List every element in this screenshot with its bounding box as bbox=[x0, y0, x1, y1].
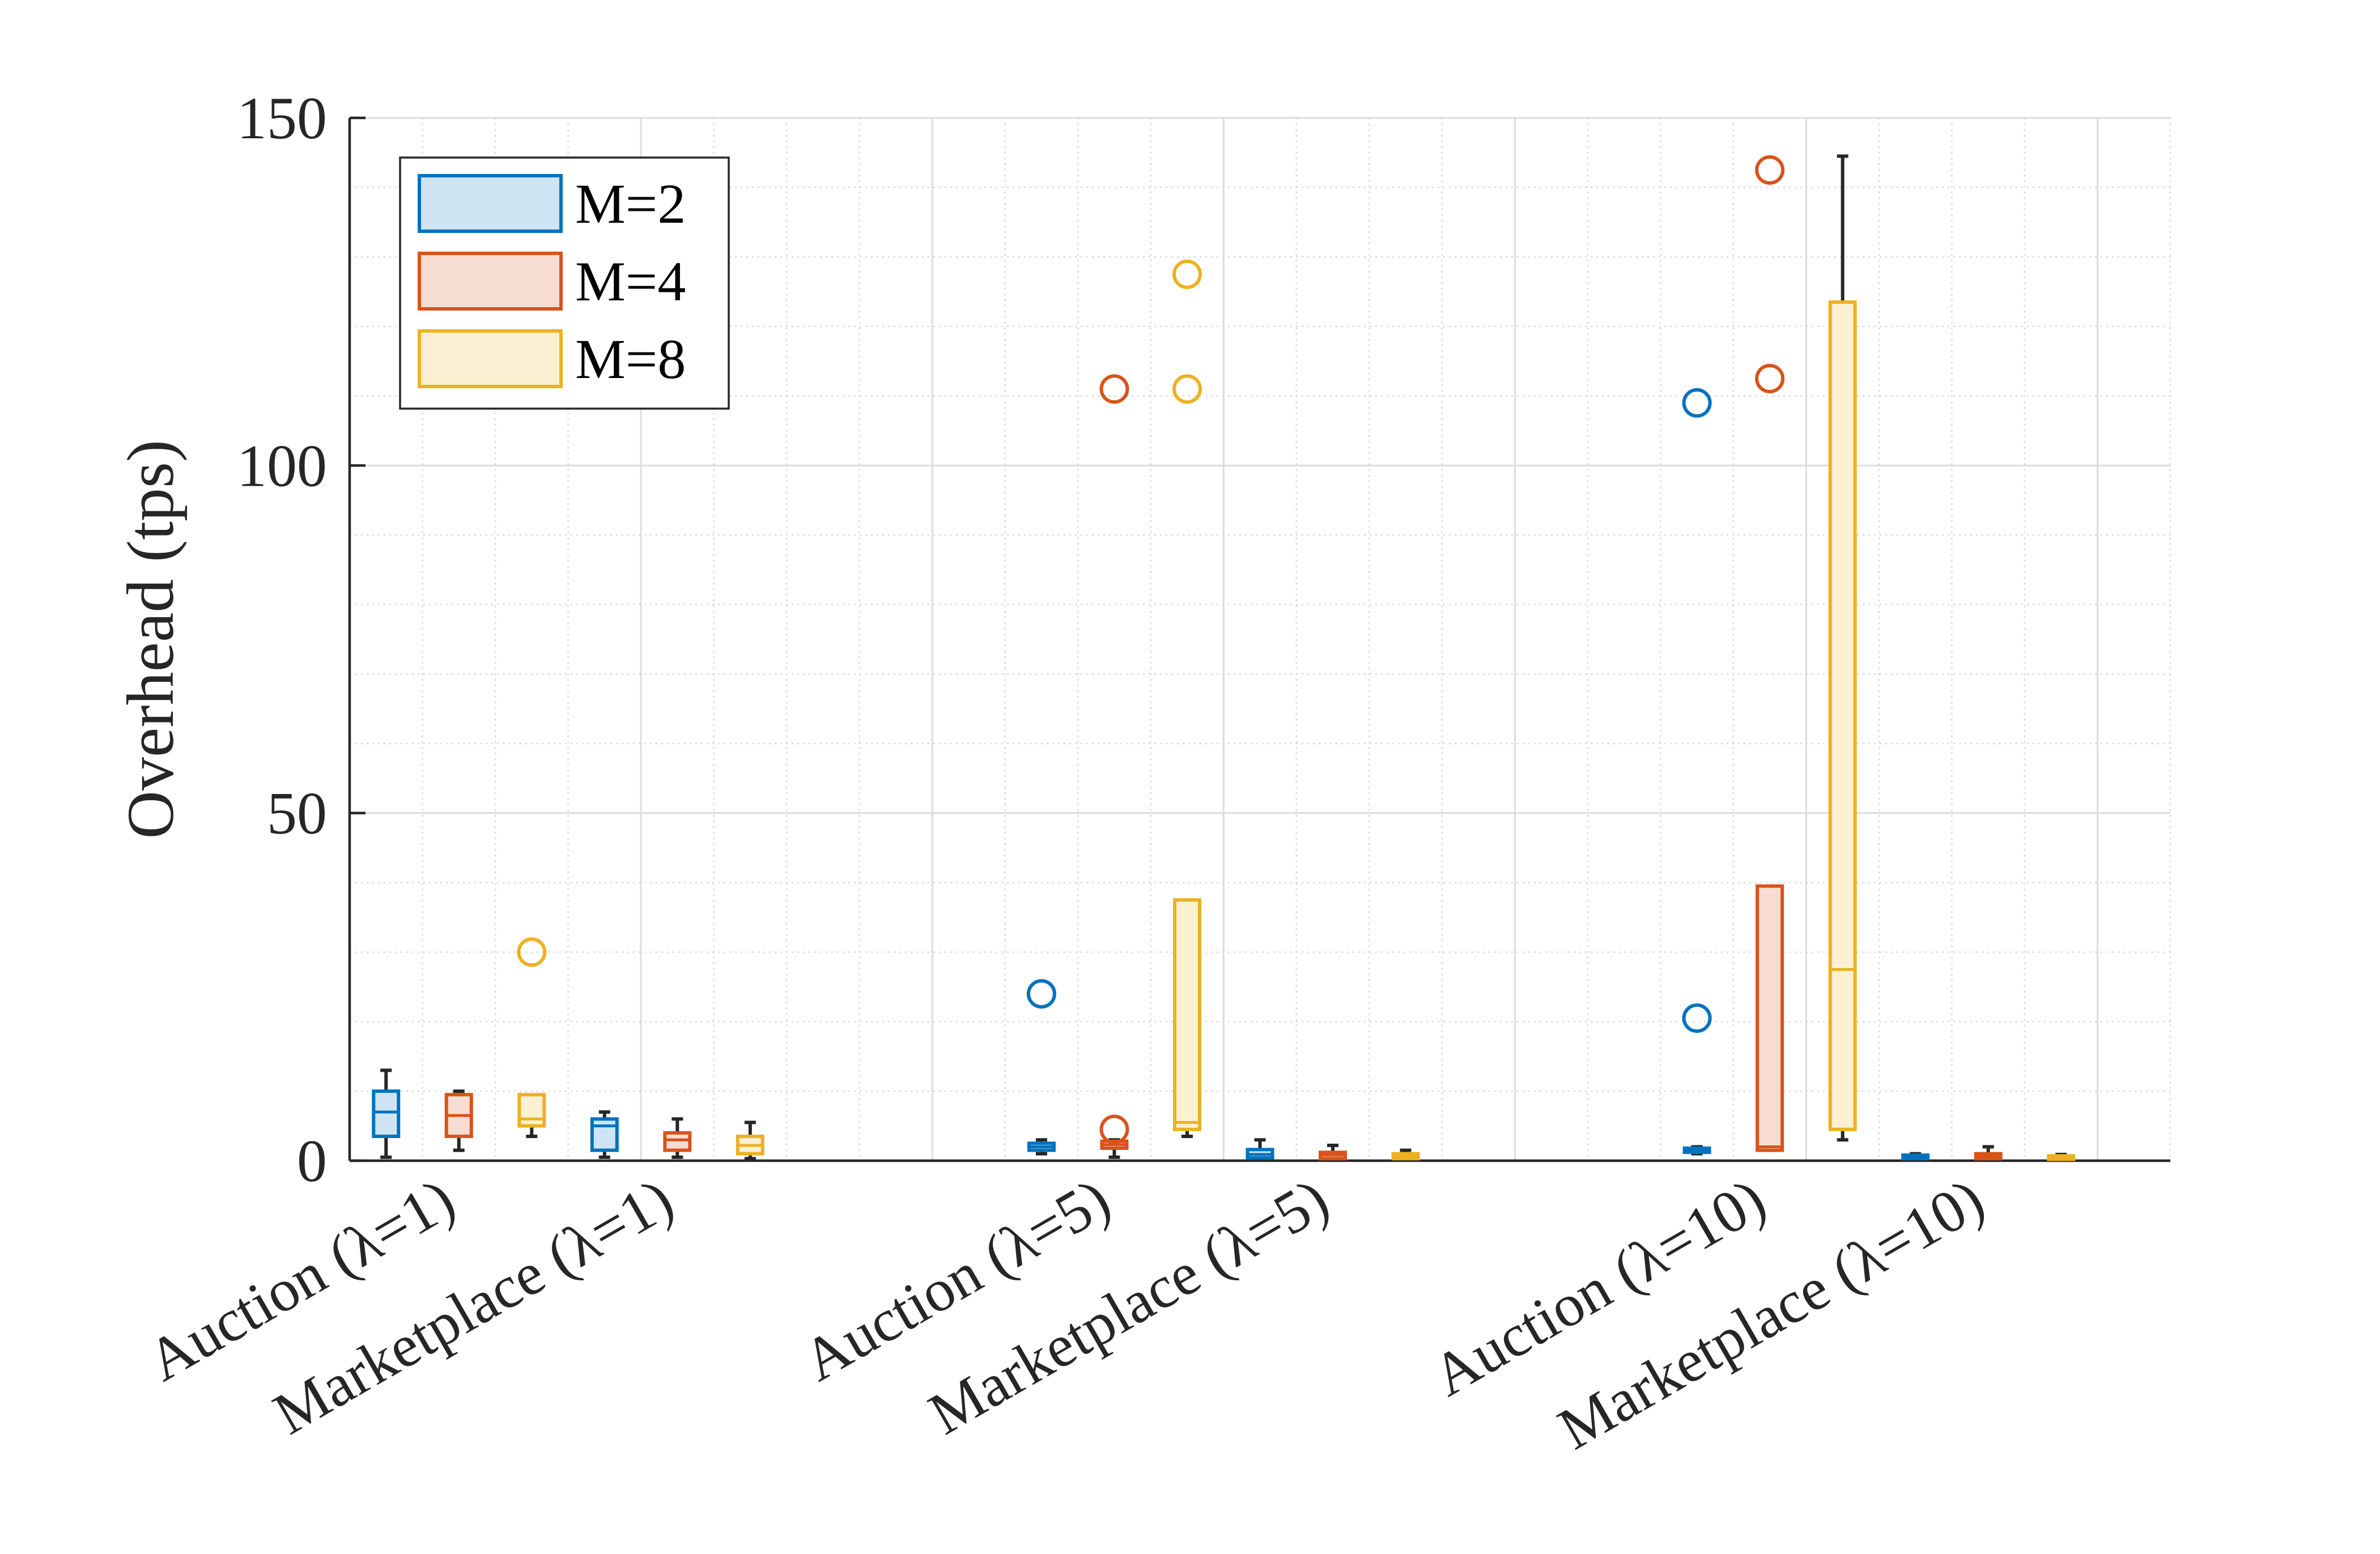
y-ticks: 0 50 100 150 bbox=[237, 85, 366, 1194]
outlier-point bbox=[1099, 374, 1129, 404]
box-auction-g2-m2 bbox=[1026, 979, 1056, 1156]
outlier-point bbox=[1755, 155, 1785, 185]
box-iqr bbox=[663, 1131, 692, 1152]
major-grid bbox=[350, 117, 2170, 1161]
legend-label-m2: M=2 bbox=[575, 172, 686, 235]
box-auction-g1-m4 bbox=[444, 1089, 473, 1152]
legend-swatch-m2 bbox=[418, 174, 563, 233]
box-iqr bbox=[1828, 300, 1857, 1131]
box-auction-g3-m2 bbox=[1682, 388, 1712, 1156]
box-auction-g2-m8 bbox=[1172, 260, 1202, 1139]
box-auction-g2-m4 bbox=[1099, 374, 1129, 1159]
outlier-point bbox=[1755, 364, 1785, 393]
box-marketplace-g1-m8 bbox=[736, 1120, 764, 1161]
box-auction-g1-m8 bbox=[517, 937, 547, 1139]
y-tick-label: 100 bbox=[237, 432, 327, 499]
outlier-point bbox=[1099, 1114, 1129, 1144]
box-auction-g3-m8 bbox=[1828, 154, 1857, 1142]
box-iqr bbox=[590, 1117, 619, 1152]
box-marketplace-g1-m2 bbox=[590, 1110, 619, 1159]
outlier-point bbox=[1682, 1003, 1712, 1033]
legend-label-m4: M=4 bbox=[575, 250, 686, 313]
y-tick-label: 150 bbox=[237, 85, 327, 151]
box-plots bbox=[372, 154, 2076, 1162]
legend: M=2 M=4 M=8 bbox=[399, 156, 730, 410]
outlier-point bbox=[1172, 260, 1202, 289]
y-axis-title: Overhead (tps) bbox=[113, 440, 188, 839]
minor-grid bbox=[350, 118, 2171, 1161]
outlier-point bbox=[517, 937, 547, 967]
box-marketplace-g1-m4 bbox=[663, 1117, 692, 1159]
box-iqr bbox=[1172, 898, 1201, 1131]
box-auction-g1-m2 bbox=[372, 1068, 401, 1159]
box-iqr bbox=[372, 1089, 401, 1139]
box-auction-g3-m4 bbox=[1755, 155, 1785, 1152]
y-tick-label: 0 bbox=[297, 1128, 327, 1194]
box-iqr bbox=[517, 1093, 546, 1128]
box-marketplace-g2-m8 bbox=[1391, 1148, 1420, 1161]
outlier-point bbox=[1172, 374, 1202, 404]
box-iqr bbox=[1756, 884, 1784, 1152]
box-marketplace-g3-m2 bbox=[1901, 1152, 1930, 1161]
box-marketplace-g2-m4 bbox=[1319, 1144, 1348, 1161]
outlier-point bbox=[1026, 979, 1056, 1009]
legend-swatch-m4 bbox=[418, 252, 563, 311]
box-marketplace-g2-m2 bbox=[1246, 1138, 1274, 1161]
y-tick-label: 50 bbox=[267, 780, 327, 847]
legend-swatch-m8 bbox=[418, 329, 563, 388]
outlier-point bbox=[1682, 388, 1712, 418]
box-marketplace-g3-m8 bbox=[2047, 1152, 2076, 1162]
legend-label-m8: M=8 bbox=[575, 328, 686, 390]
box-marketplace-g3-m4 bbox=[1974, 1145, 2003, 1161]
